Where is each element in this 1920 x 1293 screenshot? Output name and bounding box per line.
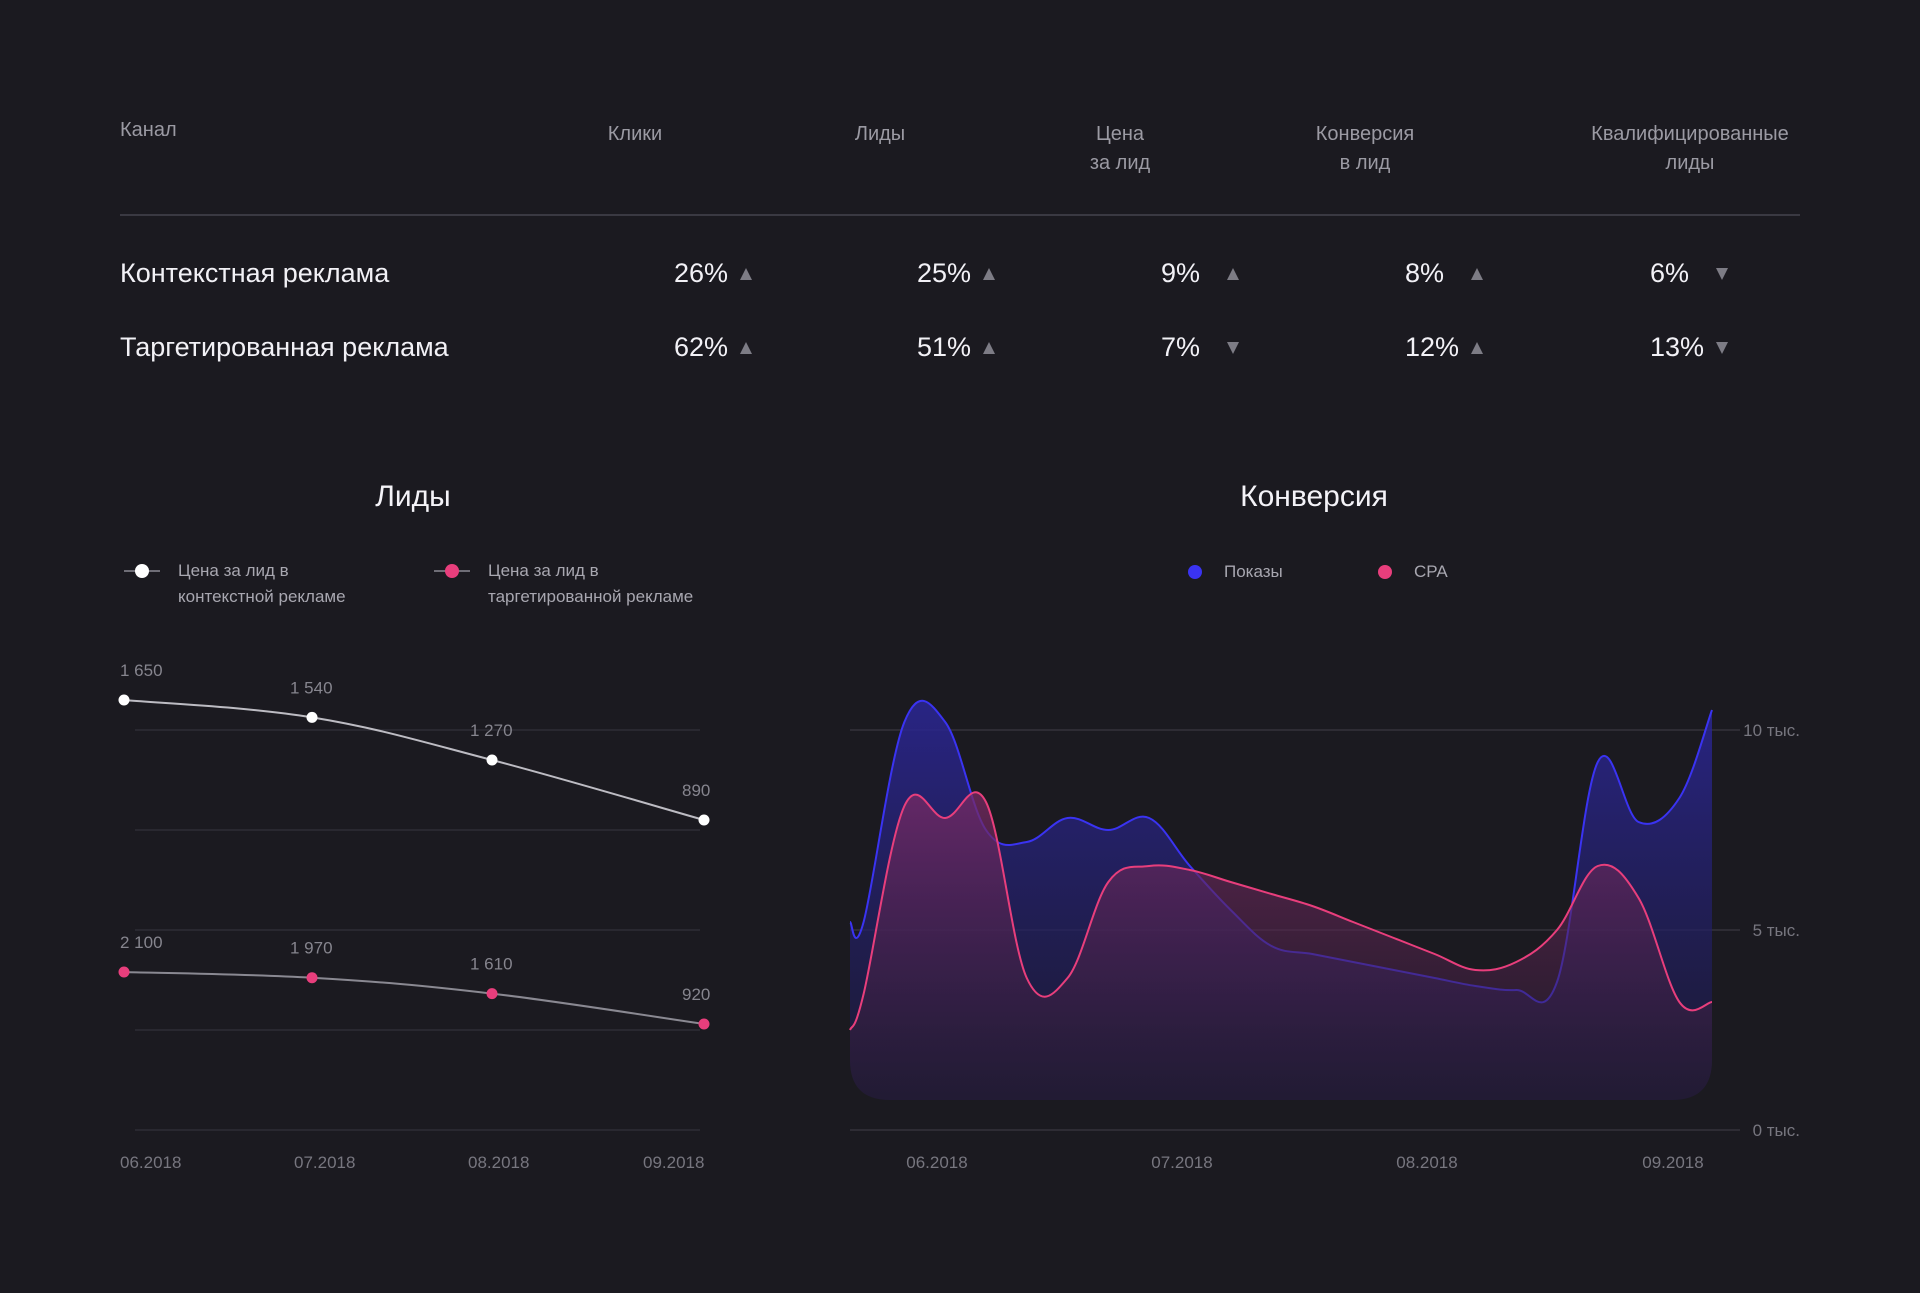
header-price-per-lead: Цена за лид [1089, 123, 1151, 174]
data-point [486, 988, 498, 1000]
cell-leads: 51% [917, 332, 972, 362]
leads-chart-lines: 1 650 1 540 1 270 890 2 100 1 970 1 610 920 [118, 661, 710, 1030]
cell-leads: 25% [917, 258, 972, 288]
data-label: 920 [682, 985, 710, 1004]
data-point [486, 754, 498, 766]
data-label: 1 650 [120, 661, 163, 680]
legend-cpa-label: CPA [1414, 562, 1448, 581]
data-point [118, 966, 130, 978]
header-clicks: Клики [607, 123, 663, 145]
cell-qualified: 6% [1650, 258, 1690, 288]
header-qualified-leads: Квалифицированные лиды [1591, 123, 1789, 174]
series-area [850, 792, 1712, 1100]
cell-qualified: 13% [1650, 332, 1705, 362]
data-label: 1 270 [470, 721, 513, 740]
channel-name: Таргетированная реклама [120, 332, 449, 362]
cell-conversion: 12% [1405, 332, 1460, 362]
trend-up-icon [1471, 342, 1483, 354]
y-tick-label: 5 тыс. [1753, 921, 1800, 940]
leads-chart-x-ticks: 06.2018 07.2018 08.2018 09.2018 [120, 1153, 704, 1172]
cell-price: 9% [1161, 258, 1201, 288]
conversion-chart-title: Конверсия [1240, 480, 1388, 513]
x-tick-label: 08.2018 [1396, 1153, 1457, 1172]
legend-target-label: Цена за лид в таргетированной рекламе [488, 561, 694, 606]
data-label: 1 540 [290, 678, 333, 697]
trend-up-icon [740, 342, 752, 354]
data-label: 890 [682, 781, 710, 800]
cell-clicks: 62% [674, 332, 729, 362]
cell-conversion: 8% [1405, 258, 1445, 288]
data-point [306, 711, 318, 723]
trend-up-icon [983, 268, 995, 280]
cell-clicks: 26% [674, 258, 729, 288]
legend-target-marker [434, 564, 470, 578]
legend-context-marker [124, 564, 160, 578]
data-label: 2 100 [120, 933, 163, 952]
leads-chart-grid [135, 729, 700, 1131]
legend-impressions-label: Показы [1224, 562, 1283, 581]
trend-up-icon [1471, 268, 1483, 280]
series-line [123, 971, 705, 1025]
data-point [118, 694, 130, 706]
table-header: Канал Клики Лиды Цена за лид Конверсия в… [120, 110, 1800, 216]
conversion-chart-x-ticks: 06.2018 07.2018 08.2018 09.2018 [906, 1153, 1703, 1172]
trend-up-icon [983, 342, 995, 354]
x-tick-label: 06.2018 [120, 1153, 181, 1172]
x-tick-label: 07.2018 [1151, 1153, 1212, 1172]
x-tick-label: 07.2018 [294, 1153, 355, 1172]
channel-table: Канал Клики Лиды Цена за лид Конверсия в… [120, 110, 1800, 402]
cell-price: 7% [1161, 332, 1201, 362]
series-line [849, 791, 1713, 1031]
header-channel: Канал [120, 119, 177, 141]
data-point [698, 814, 710, 826]
legend-impressions-dot [1188, 565, 1202, 579]
trend-down-icon [1227, 342, 1239, 354]
x-tick-label: 06.2018 [906, 1153, 967, 1172]
table-row: Контекстная реклама 26% 25% 9% 8% 6% [120, 254, 1800, 328]
leads-chart-title: Лиды [375, 480, 451, 513]
data-label: 1 970 [290, 939, 333, 958]
header-leads: Лиды [854, 123, 906, 145]
channel-name: Контекстная реклама [120, 258, 390, 288]
data-point [698, 1018, 710, 1030]
table-row: Таргетированная реклама 62% 51% 7% 12% 1… [120, 328, 1800, 402]
trend-up-icon [1227, 268, 1239, 280]
y-tick-label: 0 тыс. [1753, 1121, 1800, 1140]
trend-up-icon [740, 268, 752, 280]
data-point [306, 972, 318, 984]
legend-cpa-dot [1378, 565, 1392, 579]
x-tick-label: 09.2018 [643, 1153, 704, 1172]
conversion-chart-y-ticks: 10 тыс. 5 тыс. 0 тыс. [1743, 721, 1800, 1140]
legend-context-label: Цена за лид в контекстной рекламе [178, 561, 346, 606]
x-tick-label: 09.2018 [1642, 1153, 1703, 1172]
data-label: 1 610 [470, 955, 513, 974]
series-line [123, 699, 705, 821]
trend-down-icon [1716, 268, 1728, 280]
x-tick-label: 08.2018 [468, 1153, 529, 1172]
y-tick-label: 10 тыс. [1743, 721, 1800, 740]
conversion-chart-areas [849, 699, 1713, 1100]
header-conversion: Конверсия в лид [1315, 123, 1415, 174]
trend-down-icon [1716, 342, 1728, 354]
